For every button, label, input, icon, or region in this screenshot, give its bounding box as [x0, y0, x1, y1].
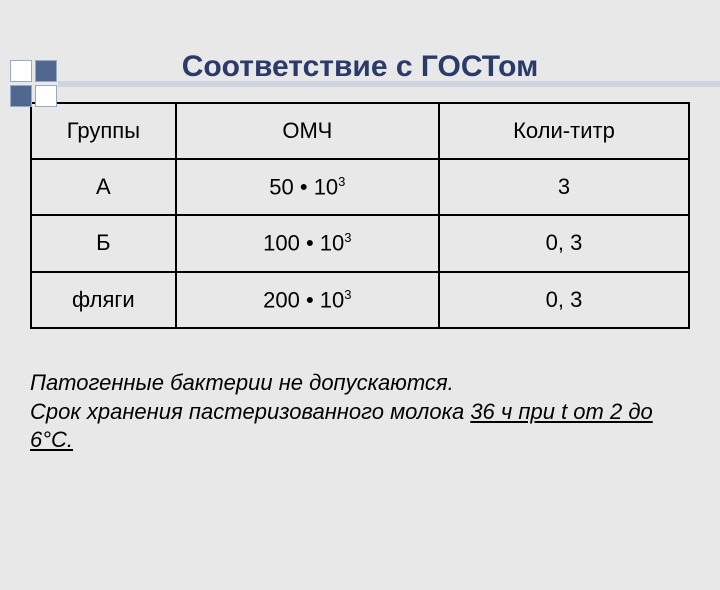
- corner-decoration: [10, 60, 57, 107]
- footer-notes: Патогенные бактерии не допускаются. Срок…: [30, 369, 690, 455]
- cell-coli: 0, 3: [439, 215, 689, 271]
- omch-base: 50: [269, 174, 293, 199]
- deco-square: [35, 60, 57, 82]
- cell-omch: 50 • 103: [176, 159, 439, 215]
- cell-group: А: [31, 159, 176, 215]
- table-row: Б 100 • 103 0, 3: [31, 215, 689, 271]
- note-line1: Патогенные бактерии не допускаются.: [30, 370, 454, 395]
- cell-group: Б: [31, 215, 176, 271]
- table-row: фляги 200 • 103 0, 3: [31, 272, 689, 328]
- cell-omch: 200 • 103: [176, 272, 439, 328]
- deco-square: [35, 85, 57, 107]
- slide-title: Соответствие с ГОСТом: [0, 50, 720, 84]
- omch-exp: 3: [344, 287, 351, 302]
- col-header-coli: Коли-титр: [439, 103, 689, 159]
- gost-table: Группы ОМЧ Коли-титр А 50 • 103 3 Б 100 …: [30, 102, 690, 329]
- omch-exp: 3: [338, 174, 345, 189]
- deco-square: [10, 60, 32, 82]
- corner-stripe: [58, 81, 720, 87]
- cell-coli: 0, 3: [439, 272, 689, 328]
- omch-exp: 3: [344, 230, 351, 245]
- table-row: А 50 • 103 3: [31, 159, 689, 215]
- omch-base: 100: [263, 231, 300, 256]
- col-header-group: Группы: [31, 103, 176, 159]
- deco-square: [10, 85, 32, 107]
- cell-group: фляги: [31, 272, 176, 328]
- cell-omch: 100 • 103: [176, 215, 439, 271]
- table-header-row: Группы ОМЧ Коли-титр: [31, 103, 689, 159]
- omch-base: 200: [263, 287, 300, 312]
- cell-coli: 3: [439, 159, 689, 215]
- note-line2-prefix: Срок хранения пастеризованного молока: [30, 399, 470, 424]
- col-header-omch: ОМЧ: [176, 103, 439, 159]
